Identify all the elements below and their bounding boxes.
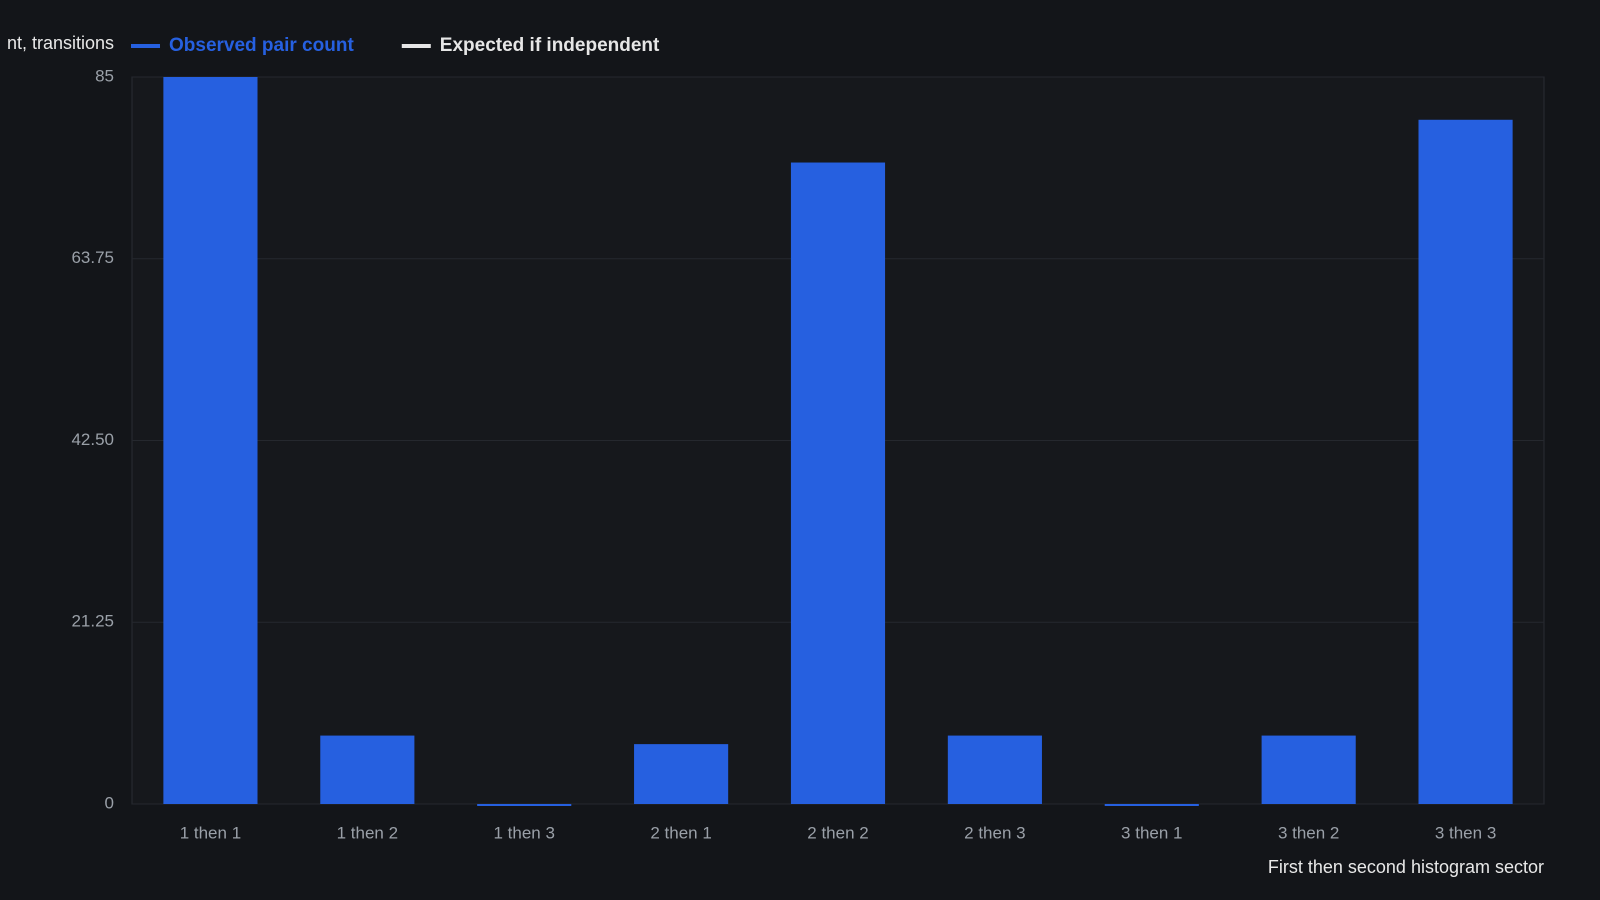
bar: [320, 735, 415, 804]
y-axis-label: nt, transitions: [7, 33, 114, 53]
bar: [1418, 119, 1513, 804]
x-tick-label: 3 then 1: [1121, 823, 1182, 842]
y-tick-label: 85: [95, 66, 114, 85]
bar: [477, 804, 572, 806]
bar: [1261, 735, 1356, 804]
x-tick-label: 2 then 2: [807, 823, 868, 842]
legend-label: Expected if independent: [440, 35, 660, 56]
y-tick-label: 63.75: [71, 248, 114, 267]
x-tick-label: 1 then 3: [493, 823, 554, 842]
bar: [163, 77, 258, 804]
x-tick-label: 2 then 1: [650, 823, 711, 842]
y-tick-label: 42.50: [71, 430, 114, 449]
x-tick-label: 2 then 3: [964, 823, 1025, 842]
bar: [947, 735, 1042, 804]
x-tick-label: 3 then 3: [1435, 823, 1496, 842]
legend-label: Observed pair count: [169, 35, 354, 56]
x-axis-label: First then second histogram sector: [1268, 857, 1544, 877]
x-tick-label: 1 then 1: [180, 823, 241, 842]
bar: [634, 744, 729, 804]
x-tick-label: 1 then 2: [337, 823, 398, 842]
bar: [790, 162, 886, 804]
y-tick-label: 0: [105, 793, 114, 812]
x-tick-label: 3 then 2: [1278, 823, 1339, 842]
y-tick-label: 21.25: [71, 612, 114, 631]
bar: [1104, 804, 1199, 806]
